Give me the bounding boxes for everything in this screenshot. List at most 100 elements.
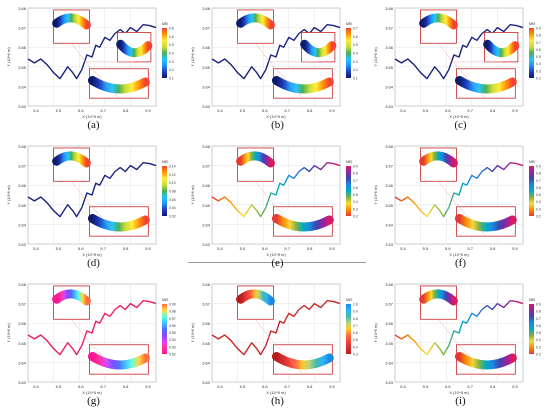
- inset-channel: [271, 76, 334, 94]
- x-tick-label: 5.5: [423, 108, 429, 113]
- y-tick-label: 3.65: [18, 341, 27, 346]
- y-tick-label: 3.67: [202, 302, 211, 307]
- x-tick-label: 5.4: [33, 384, 39, 389]
- x-tick-label: 5.7: [284, 384, 290, 389]
- inset-channel: [419, 289, 458, 306]
- y-tick-label: 3.64: [385, 222, 394, 227]
- inset-channel: [236, 151, 275, 168]
- x-tick-label: 5.7: [467, 246, 473, 251]
- colorbar-tick-label: 0.4: [536, 200, 541, 204]
- colorbar-tick-label: 0.8: [353, 317, 358, 321]
- x-tick-label: 5.4: [33, 108, 39, 113]
- colorbar-tick-label: 0.02: [169, 215, 176, 219]
- panel-i: 3.68 3.67 3.66 3.65 3.64 3.63 5.4 5.5 5.6 5.7 5.8 5…: [369, 278, 550, 417]
- x-tick-label: 5.9: [145, 384, 151, 389]
- y-tick-label: 3.64: [18, 360, 27, 365]
- zoom-inset: [452, 199, 517, 237]
- colorbar-tick-label: 0.9: [536, 165, 541, 169]
- colorbar-tick-label: 0.9: [353, 310, 358, 314]
- colorbar-tick-label: 0.7: [353, 179, 358, 183]
- colorbar-title: MEI: [529, 298, 535, 302]
- colorbar-tick-label: 0.6: [353, 331, 358, 335]
- colorbar-tick-label: 0.8: [536, 172, 541, 176]
- panel-a: 3.68 3.67 3.66 3.65 3.64 3.63 5.4 5.5 5.6 5.7 5.8 5…: [2, 2, 185, 141]
- panel-plot: 3.68 3.67 3.66 3.65 3.64 3.63 5.4 5.5 5.6 5.7 5.8 5…: [6, 282, 176, 395]
- y-tick-label: 3.65: [202, 65, 211, 70]
- panel-caption: (f): [455, 257, 466, 269]
- y-tick-label: 3.66: [18, 183, 27, 188]
- colorbar-tick-label: 0.6: [353, 35, 358, 39]
- colorbar-tick-label: 0.99: [169, 303, 176, 307]
- river-line: [211, 24, 341, 80]
- x-tick-label: 5.5: [240, 108, 246, 113]
- x-tick-label: 5.5: [240, 246, 246, 251]
- zoom-inset: [236, 285, 275, 339]
- y-tick-label: 3.66: [385, 45, 394, 50]
- colorbar-title: MEI: [162, 22, 168, 26]
- river-line: [27, 300, 157, 356]
- y-axis-label: Y (10^6 m): [373, 323, 378, 343]
- y-tick-label: 3.68: [202, 144, 211, 149]
- panel-plot: 3.68 3.67 3.66 3.65 3.64 3.63 5.4 5.5 5.6 5.7 5.8 5…: [190, 282, 358, 395]
- x-axis-label: X (10^5 m): [266, 252, 286, 257]
- colorbar-tick-label: 0.3: [353, 207, 358, 211]
- zoom-inset: [269, 337, 334, 375]
- colorbar: [346, 28, 351, 78]
- inset-channel: [52, 151, 91, 168]
- colorbar-tick-label: 0.8: [536, 34, 541, 38]
- x-tick-label: 5.4: [400, 108, 406, 113]
- y-tick-label: 3.66: [18, 45, 27, 50]
- colorbar-tick-label: 0.92: [169, 353, 176, 357]
- colorbar-tick-label: 0.4: [353, 200, 358, 204]
- y-tick-label: 3.63: [18, 242, 27, 247]
- separator-line: [188, 262, 366, 263]
- panel-caption: (i): [455, 395, 466, 407]
- inset-channel: [454, 214, 517, 232]
- inset-channel: [271, 352, 334, 370]
- x-tick-label: 5.8: [307, 384, 313, 389]
- inset-channel: [236, 289, 275, 306]
- panel-c: 3.68 3.67 3.66 3.65 3.64 3.63 5.4 5.5 5.6 5.7 5.8 5…: [369, 2, 550, 141]
- y-tick-label: 3.65: [385, 341, 394, 346]
- y-tick-label: 3.65: [18, 203, 27, 208]
- inset-channel: [87, 76, 150, 94]
- x-tick-label: 5.8: [490, 246, 496, 251]
- panel-plot: 3.68 3.67 3.66 3.65 3.64 3.63 5.4 5.5 5.6 5.7 5.8 5…: [373, 282, 541, 395]
- colorbar-tick-label: 0.2: [536, 353, 541, 357]
- colorbar: [346, 304, 351, 354]
- colorbar-tick-label: 0.5: [353, 43, 358, 47]
- colorbar-tick-label: 0.7: [536, 41, 541, 45]
- colorbar-tick-label: 0.2: [353, 68, 358, 72]
- y-axis-label: Y (10^6 m): [190, 47, 195, 67]
- colorbar-tick-label: 0.9: [536, 27, 541, 31]
- colorbar-tick-label: 0.1: [353, 77, 358, 81]
- x-tick-label: 5.4: [217, 246, 223, 251]
- y-tick-label: 3.64: [202, 360, 211, 365]
- colorbar-tick-label: 0.5: [353, 338, 358, 342]
- x-tick-label: 5.4: [217, 384, 223, 389]
- colorbar: [162, 304, 167, 354]
- inset-channel: [87, 214, 150, 232]
- inset-channel: [236, 13, 275, 30]
- y-axis-label: Y (10^6 m): [6, 47, 11, 67]
- colorbar-tick-label: 0.10: [169, 181, 176, 185]
- colorbar-tick-label: 0.5: [536, 331, 541, 335]
- x-tick-label: 5.5: [56, 246, 62, 251]
- colorbar-tick-label: 0.2: [169, 68, 174, 72]
- colorbar-tick-label: 0.3: [353, 353, 358, 357]
- y-axis-label: Y (10^6 m): [373, 47, 378, 67]
- colorbar-tick-label: 0.12: [169, 173, 176, 177]
- colorbar-tick-label: 0.5: [536, 193, 541, 197]
- x-tick-label: 5.7: [100, 108, 106, 113]
- x-tick-label: 5.6: [262, 384, 268, 389]
- x-axis-label: X (10^5 m): [449, 114, 469, 119]
- x-axis-label: X (10^5 m): [266, 390, 286, 395]
- river-line: [27, 24, 157, 80]
- inset-channel: [483, 39, 520, 58]
- colorbar-tick-label: 0.8: [536, 310, 541, 314]
- x-axis-label: X (10^5 m): [82, 390, 102, 395]
- colorbar-tick-label: 0.7: [353, 27, 358, 31]
- colorbar-title: MEI: [529, 22, 535, 26]
- colorbar-tick-label: 0.2: [536, 77, 541, 81]
- panel-plot: 3.68 3.67 3.66 3.65 3.64 3.63 5.4 5.5 5.6 5.7 5.8 5…: [190, 144, 358, 257]
